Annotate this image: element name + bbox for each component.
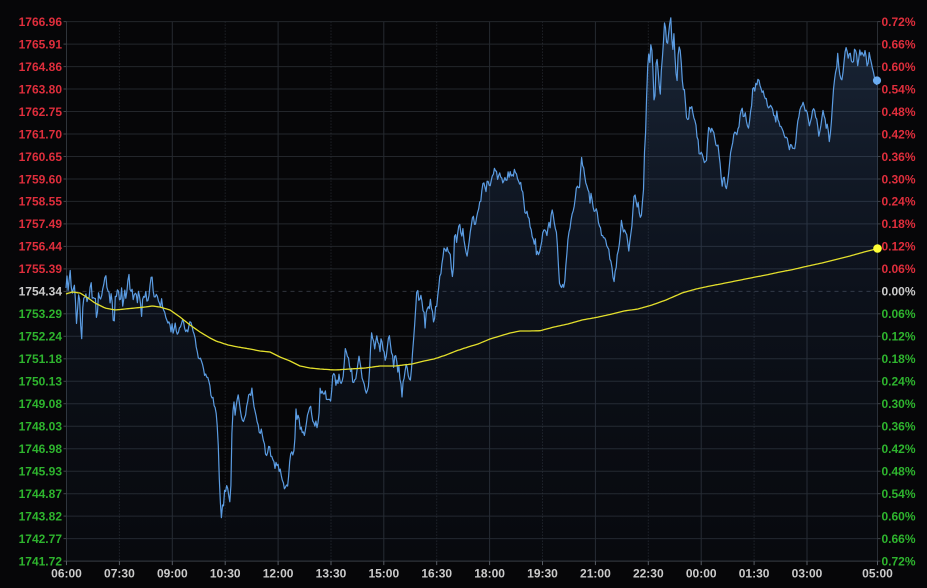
svg-text:16:30: 16:30 (421, 567, 452, 581)
svg-text:0.66%: 0.66% (882, 532, 916, 546)
svg-text:1751.18: 1751.18 (19, 352, 63, 366)
svg-text:00:00: 00:00 (686, 567, 717, 581)
svg-text:0.54%: 0.54% (882, 487, 916, 501)
svg-text:0.24%: 0.24% (882, 375, 916, 389)
svg-text:09:00: 09:00 (157, 567, 188, 581)
svg-text:19:30: 19:30 (527, 567, 558, 581)
svg-text:0.72%: 0.72% (882, 15, 916, 29)
svg-text:1756.44: 1756.44 (19, 240, 63, 254)
svg-text:01:30: 01:30 (739, 567, 770, 581)
svg-text:03:00: 03:00 (792, 567, 823, 581)
svg-text:10:30: 10:30 (210, 567, 241, 581)
svg-text:0.60%: 0.60% (882, 60, 916, 74)
svg-text:0.18%: 0.18% (882, 352, 916, 366)
svg-text:1761.70: 1761.70 (19, 127, 63, 141)
svg-text:0.66%: 0.66% (882, 37, 916, 51)
svg-text:0.42%: 0.42% (882, 127, 916, 141)
svg-text:0.30%: 0.30% (882, 172, 916, 186)
svg-text:1746.98: 1746.98 (19, 442, 63, 456)
svg-text:1763.80: 1763.80 (19, 82, 63, 96)
svg-text:1753.29: 1753.29 (19, 307, 63, 321)
svg-text:15:00: 15:00 (368, 567, 399, 581)
svg-text:0.72%: 0.72% (882, 554, 916, 568)
svg-text:18:00: 18:00 (474, 567, 505, 581)
svg-text:21:00: 21:00 (580, 567, 611, 581)
svg-text:0.36%: 0.36% (882, 150, 916, 164)
svg-text:1759.60: 1759.60 (19, 172, 63, 186)
svg-text:1765.91: 1765.91 (19, 37, 63, 51)
svg-text:1750.13: 1750.13 (19, 375, 63, 389)
svg-text:1760.65: 1760.65 (19, 150, 63, 164)
svg-text:06:00: 06:00 (51, 567, 82, 581)
svg-text:1758.55: 1758.55 (19, 195, 63, 209)
svg-text:0.42%: 0.42% (882, 442, 916, 456)
svg-text:0.00%: 0.00% (882, 285, 916, 299)
svg-text:0.12%: 0.12% (882, 330, 916, 344)
svg-text:1762.75: 1762.75 (19, 105, 63, 119)
svg-text:07:30: 07:30 (104, 567, 135, 581)
svg-text:1754.34: 1754.34 (19, 285, 63, 299)
svg-text:0.36%: 0.36% (882, 420, 916, 434)
svg-text:1741.72: 1741.72 (19, 554, 63, 568)
svg-text:0.06%: 0.06% (882, 262, 916, 276)
svg-text:0.48%: 0.48% (882, 105, 916, 119)
svg-text:1764.86: 1764.86 (19, 60, 63, 74)
svg-text:0.24%: 0.24% (882, 195, 916, 209)
svg-text:1755.39: 1755.39 (19, 262, 63, 276)
svg-text:1743.82: 1743.82 (19, 509, 63, 523)
svg-text:0.12%: 0.12% (882, 240, 916, 254)
svg-text:1752.24: 1752.24 (19, 330, 63, 344)
svg-text:0.18%: 0.18% (882, 217, 916, 231)
svg-text:1748.03: 1748.03 (19, 420, 63, 434)
svg-text:05:00: 05:00 (862, 567, 893, 581)
svg-text:1749.08: 1749.08 (19, 397, 63, 411)
svg-text:12:00: 12:00 (263, 567, 294, 581)
svg-text:0.06%: 0.06% (882, 307, 916, 321)
svg-text:0.60%: 0.60% (882, 509, 916, 523)
svg-text:13:30: 13:30 (316, 567, 347, 581)
svg-text:22:30: 22:30 (633, 567, 664, 581)
svg-text:1742.77: 1742.77 (19, 532, 63, 546)
svg-text:0.54%: 0.54% (882, 82, 916, 96)
svg-text:1744.87: 1744.87 (19, 487, 63, 501)
svg-text:1745.93: 1745.93 (19, 465, 63, 479)
svg-text:1757.49: 1757.49 (19, 217, 63, 231)
svg-text:1766.96: 1766.96 (19, 15, 63, 29)
svg-text:0.30%: 0.30% (882, 397, 916, 411)
svg-text:0.48%: 0.48% (882, 465, 916, 479)
